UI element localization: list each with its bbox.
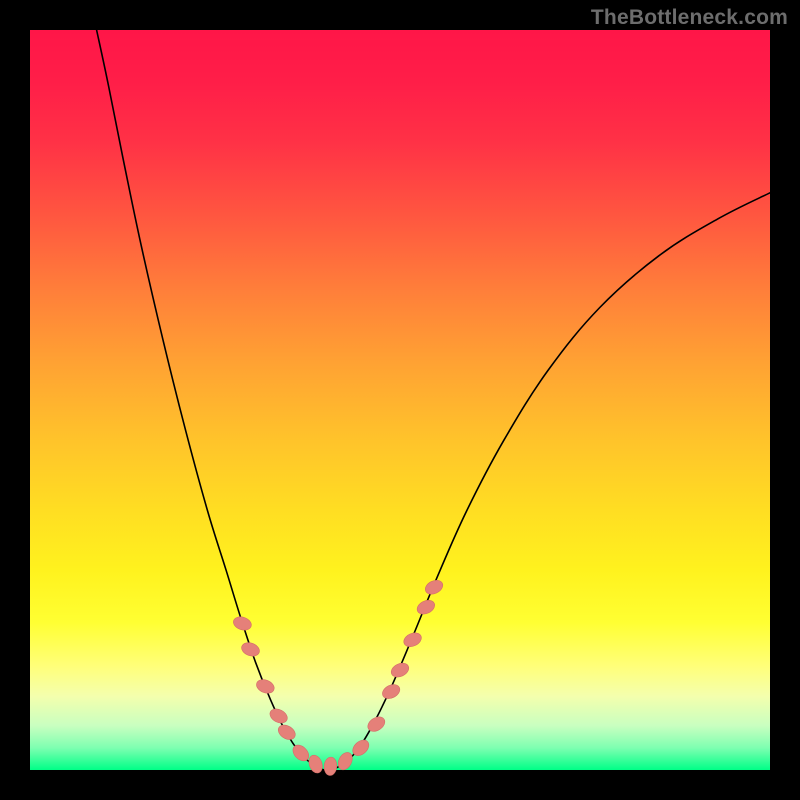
watermark-text: TheBottleneck.com	[591, 6, 788, 30]
gradient-plot-area	[30, 30, 770, 770]
bottleneck-chart	[0, 0, 800, 800]
figure-stage: TheBottleneck.com	[0, 0, 800, 800]
